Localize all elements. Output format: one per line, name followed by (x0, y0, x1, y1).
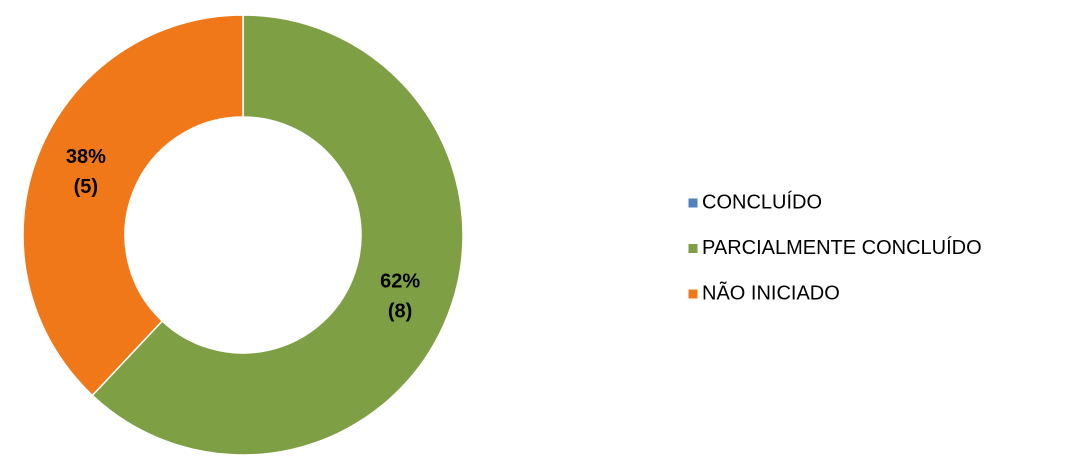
legend-marker (687, 243, 699, 254)
data-label: 38% (66, 146, 106, 168)
data-label: 62% (380, 270, 420, 292)
legend-label: NÃO INICIADO (702, 280, 840, 304)
legend-label: PARCIALMENTE CONCLUÍDO (702, 236, 982, 259)
data-label: (8) (388, 300, 412, 322)
legend-label: CONCLUÍDO (702, 190, 822, 213)
legend-marker (687, 197, 699, 209)
legend-marker (687, 288, 699, 300)
donut-segment (22, 14, 244, 397)
donut-segment (91, 14, 464, 456)
data-label: (5) (74, 176, 98, 198)
